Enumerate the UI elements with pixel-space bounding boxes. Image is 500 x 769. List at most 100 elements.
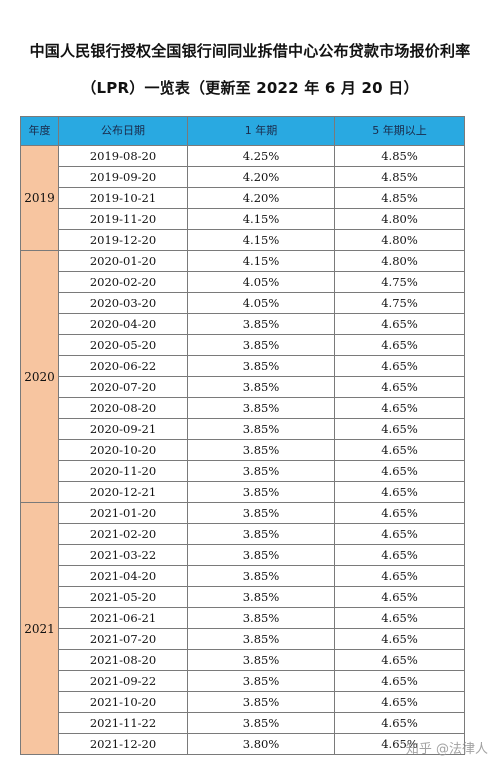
publish-date-cell: 2021-03-22 bbox=[58, 544, 188, 566]
table-row: 2019-12-20 4.15% 4.80% bbox=[21, 229, 465, 251]
publish-date-cell: 2021-07-20 bbox=[58, 628, 188, 650]
rate-1-year-cell: 3.85% bbox=[187, 691, 335, 713]
rate-5-year-cell: 4.85% bbox=[334, 145, 465, 167]
rate-1-year-cell: 4.15% bbox=[187, 250, 335, 272]
rate-5-year-cell: 4.80% bbox=[334, 229, 465, 251]
rate-1-year-cell: 3.85% bbox=[187, 334, 335, 356]
rate-1-year-cell: 4.15% bbox=[187, 229, 335, 251]
rate-5-year-cell: 4.65% bbox=[334, 691, 465, 713]
table-row: 2021-12-20 3.80% 4.65% bbox=[21, 733, 465, 755]
rate-1-year-cell: 3.85% bbox=[187, 313, 335, 335]
rate-5-year-cell: 4.65% bbox=[334, 544, 465, 566]
rate-1-year-cell: 3.85% bbox=[187, 628, 335, 650]
header-year: 年度 bbox=[20, 116, 59, 146]
rate-5-year-cell: 4.65% bbox=[334, 502, 465, 524]
publish-date-cell: 2020-08-20 bbox=[58, 397, 188, 419]
table-row: 2020-06-22 3.85% 4.65% bbox=[21, 355, 465, 377]
publish-date-cell: 2020-03-20 bbox=[58, 292, 188, 314]
document-title-line2: （LPR）一览表（更新至 2022 年 6 月 20 日） bbox=[81, 79, 419, 97]
table-row: 2019-09-20 4.20% 4.85% bbox=[21, 166, 465, 188]
rate-1-year-cell: 4.05% bbox=[187, 271, 335, 293]
table-row: 2020-05-20 3.85% 4.65% bbox=[21, 334, 465, 356]
table-header-row: 年度 公布日期 1 年期 5 年期以上 bbox=[20, 116, 465, 146]
rate-5-year-cell: 4.65% bbox=[334, 523, 465, 545]
rate-5-year-cell: 4.75% bbox=[334, 292, 465, 314]
rate-1-year-cell: 3.85% bbox=[187, 376, 335, 398]
publish-date-cell: 2020-10-20 bbox=[58, 439, 188, 461]
rate-5-year-cell: 4.65% bbox=[334, 397, 465, 419]
publish-date-cell: 2021-12-20 bbox=[58, 733, 188, 755]
rate-5-year-cell: 4.85% bbox=[334, 166, 465, 188]
publish-date-cell: 2020-09-21 bbox=[58, 418, 188, 440]
rate-1-year-cell: 3.85% bbox=[187, 502, 335, 524]
publish-date-cell: 2020-06-22 bbox=[58, 355, 188, 377]
rate-1-year-cell: 3.85% bbox=[187, 649, 335, 671]
rate-5-year-cell: 4.65% bbox=[334, 733, 465, 755]
publish-date-cell: 2021-09-22 bbox=[58, 670, 188, 692]
table-row: 2021-09-22 3.85% 4.65% bbox=[21, 670, 465, 692]
rate-1-year-cell: 3.85% bbox=[187, 481, 335, 503]
table-row: 2019-11-20 4.15% 4.80% bbox=[21, 208, 465, 230]
rate-5-year-cell: 4.65% bbox=[334, 313, 465, 335]
table-row: 2019-10-21 4.20% 4.85% bbox=[21, 187, 465, 209]
table-row: 2021-04-20 3.85% 4.65% bbox=[21, 565, 465, 587]
rate-1-year-cell: 4.15% bbox=[187, 208, 335, 230]
publish-date-cell: 2021-02-20 bbox=[58, 523, 188, 545]
rate-1-year-cell: 3.85% bbox=[187, 397, 335, 419]
publish-date-cell: 2021-11-22 bbox=[58, 712, 188, 734]
rate-5-year-cell: 4.65% bbox=[334, 607, 465, 629]
rate-5-year-cell: 4.65% bbox=[334, 628, 465, 650]
table-row: 2021-08-20 3.85% 4.65% bbox=[21, 649, 465, 671]
rate-1-year-cell: 3.85% bbox=[187, 565, 335, 587]
publish-date-cell: 2019-11-20 bbox=[58, 208, 188, 230]
publish-date-cell: 2021-06-21 bbox=[58, 607, 188, 629]
rate-5-year-cell: 4.80% bbox=[334, 250, 465, 272]
table-row: 2020-07-20 3.85% 4.65% bbox=[21, 376, 465, 398]
rate-1-year-cell: 4.25% bbox=[187, 145, 335, 167]
rate-5-year-cell: 4.65% bbox=[334, 565, 465, 587]
rate-1-year-cell: 3.85% bbox=[187, 418, 335, 440]
document-title-line1: 中国人民银行授权全国银行间同业拆借中心公布贷款市场报价利率 bbox=[29, 42, 471, 60]
table-row: 2020-04-20 3.85% 4.65% bbox=[21, 313, 465, 335]
rate-5-year-cell: 4.65% bbox=[334, 355, 465, 377]
table-row: 2020-11-20 3.85% 4.65% bbox=[21, 460, 465, 482]
rate-5-year-cell: 4.65% bbox=[334, 712, 465, 734]
rate-5-year-cell: 4.65% bbox=[334, 418, 465, 440]
rate-5-year-cell: 4.65% bbox=[334, 376, 465, 398]
rate-1-year-cell: 3.85% bbox=[187, 586, 335, 608]
table-row: 2020 2020-01-20 4.15% 4.80% bbox=[20, 250, 465, 503]
publish-date-cell: 2021-10-20 bbox=[58, 691, 188, 713]
rate-1-year-cell: 3.80% bbox=[187, 733, 335, 755]
publish-date-cell: 2020-04-20 bbox=[58, 313, 188, 335]
rate-1-year-cell: 3.85% bbox=[187, 460, 335, 482]
rate-5-year-cell: 4.75% bbox=[334, 271, 465, 293]
publish-date-cell: 2020-12-21 bbox=[58, 481, 188, 503]
rate-1-year-cell: 3.85% bbox=[187, 544, 335, 566]
rate-5-year-cell: 4.65% bbox=[334, 586, 465, 608]
table-row: 2021-02-20 3.85% 4.65% bbox=[21, 523, 465, 545]
rate-1-year-cell: 3.85% bbox=[187, 607, 335, 629]
rate-5-year-cell: 4.80% bbox=[334, 208, 465, 230]
rate-5-year-cell: 4.65% bbox=[334, 649, 465, 671]
year-cell: 2019 bbox=[20, 145, 59, 251]
publish-date-cell: 2020-01-20 bbox=[58, 250, 188, 272]
publish-date-cell: 2021-04-20 bbox=[58, 565, 188, 587]
watermark: 知乎 @法律人 bbox=[405, 742, 488, 757]
table-body: 2019 2019-08-20 4.25% 4.85% 2019-09-20 4.20% 4… bbox=[20, 145, 465, 755]
rate-5-year-cell: 4.65% bbox=[334, 334, 465, 356]
publish-date-cell: 2019-10-21 bbox=[58, 187, 188, 209]
table-row: 2020-12-21 3.85% 4.65% bbox=[21, 481, 465, 503]
table-row: 2021-03-22 3.85% 4.65% bbox=[21, 544, 465, 566]
lpr-table: 年度 公布日期 1 年期 5 年期以上 2019 2019-08-20 4.25% 4… bbox=[20, 116, 465, 755]
rate-1-year-cell: 4.05% bbox=[187, 292, 335, 314]
publish-date-cell: 2021-05-20 bbox=[58, 586, 188, 608]
rate-5-year-cell: 4.65% bbox=[334, 670, 465, 692]
rate-1-year-cell: 3.85% bbox=[187, 712, 335, 734]
table-row: 2020-10-20 3.85% 4.65% bbox=[21, 439, 465, 461]
header-5-year-plus: 5 年期以上 bbox=[334, 116, 465, 146]
table-row: 2020-09-21 3.85% 4.65% bbox=[21, 418, 465, 440]
publish-date-cell: 2020-02-20 bbox=[58, 271, 188, 293]
table-row: 2021-10-20 3.85% 4.65% bbox=[21, 691, 465, 713]
table-row: 2021-05-20 3.85% 4.65% bbox=[21, 586, 465, 608]
table-row: 2021-06-21 3.85% 4.65% bbox=[21, 607, 465, 629]
